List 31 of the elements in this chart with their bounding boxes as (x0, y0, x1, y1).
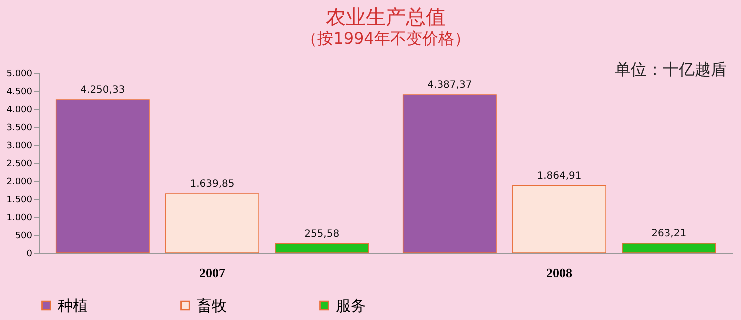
chart-title: 农业生产总值 (326, 5, 446, 29)
y-tick-label: 2.500 (6, 160, 33, 170)
legend-label: 服务 (336, 296, 366, 315)
bar (402, 94, 497, 254)
bar (512, 185, 606, 254)
data-label: 263,21 (652, 228, 687, 240)
y-tick-label: 500 (15, 232, 33, 242)
y-tick-label: 4.500 (6, 88, 33, 98)
bar (166, 194, 260, 254)
legend-label: 种植 (58, 296, 88, 315)
y-tick-label: 2.000 (6, 178, 33, 188)
y-tick-label: 0 (26, 250, 33, 260)
x-tick-label: 2008 (546, 266, 573, 280)
y-tick-label: 1.500 (6, 196, 33, 206)
x-tick-label: 2007 (200, 266, 226, 280)
bar (56, 100, 150, 254)
data-label: 255,58 (304, 228, 340, 240)
bar (275, 243, 370, 254)
data-label: 4.387,37 (428, 80, 472, 92)
data-label: 1.639,85 (190, 178, 235, 190)
y-tick-label: 1.000 (6, 214, 33, 224)
chart-subtitle: （按1994年不变价格） (302, 29, 470, 48)
annotation: 单位：十亿越盾 (615, 60, 727, 81)
y-tick-label: 5.000 (6, 70, 33, 80)
y-tick-label: 3.000 (6, 142, 33, 152)
y-tick-label: 4.000 (6, 106, 33, 116)
data-label: 4.250,33 (80, 84, 126, 96)
legend-label: 畜牧 (197, 296, 227, 315)
y-tick-label: 3.500 (6, 124, 33, 134)
bar (622, 243, 716, 254)
data-label: 1.864,91 (537, 170, 582, 182)
